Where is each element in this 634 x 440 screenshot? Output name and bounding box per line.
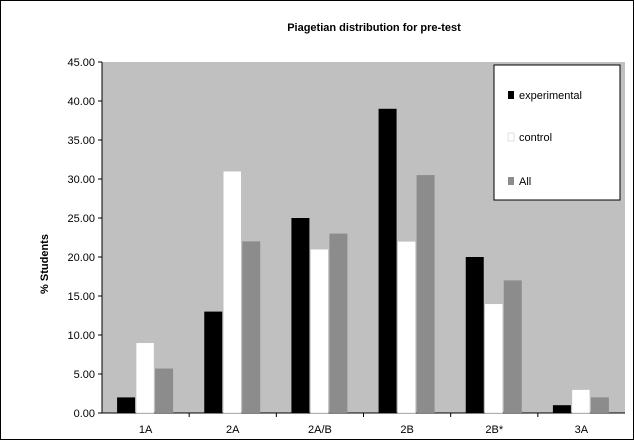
x-tick-label: 2A — [226, 424, 240, 436]
x-tick-label: 2B* — [485, 424, 503, 436]
x-tick-label: 2A/B — [308, 424, 332, 436]
bar-all-1a — [155, 368, 174, 413]
legend-swatch-control — [507, 132, 515, 142]
legend: experimental control All — [493, 64, 621, 201]
legend-box — [493, 64, 621, 201]
y-tick-label: 20.00 — [67, 252, 95, 264]
bar-all-2a — [242, 241, 261, 413]
bar-control-2a-b — [310, 248, 329, 414]
y-axis: 0.00 5.00 10.00 15.00 20.00 25.00 30.00 35.00 40… — [67, 57, 103, 420]
y-tick-label: 15.00 — [67, 291, 95, 303]
y-tick-label: 30.00 — [67, 174, 95, 186]
bar-control-2b — [484, 303, 503, 414]
bar-control-2a — [223, 170, 242, 414]
bar-all-2b — [416, 175, 435, 413]
y-tick-label: 0.00 — [74, 408, 95, 420]
y-tick-label: 5.00 — [74, 369, 95, 381]
x-tick-label: 3A — [575, 424, 589, 436]
legend-label-experimental: experimental — [519, 90, 582, 102]
y-tick-label: 45.00 — [67, 57, 95, 69]
bar-all-3a — [590, 397, 609, 413]
bar-control-1a — [135, 342, 155, 414]
bar-experimental-1a — [117, 397, 136, 413]
y-tick-label: 35.00 — [67, 135, 95, 147]
bar-all-2b — [503, 280, 522, 413]
bar-control-3a — [571, 389, 591, 414]
bar-experimental-2b — [378, 108, 397, 414]
bar-experimental-2a-b — [291, 218, 310, 413]
legend-swatch-all — [508, 177, 514, 185]
y-tick-label: 25.00 — [67, 213, 95, 225]
legend-swatch-experimental — [508, 91, 514, 99]
bar-experimental-3a — [552, 405, 571, 413]
x-tick-label: 1A — [139, 424, 153, 436]
legend-label-control: control — [519, 132, 552, 144]
y-tick-label: 40.00 — [67, 96, 95, 108]
y-tick-label: 10.00 — [67, 330, 95, 342]
bar-experimental-2b — [465, 257, 484, 413]
x-tick-label: 2B — [400, 424, 413, 436]
bar-all-2a-b — [329, 233, 348, 413]
bar-control-2b — [397, 241, 416, 414]
bar-experimental-2a — [204, 311, 223, 413]
legend-label-all: All — [519, 176, 531, 188]
chart-title: Piagetian distribution for pre-test — [287, 22, 461, 34]
y-axis-label: % Students — [39, 234, 51, 294]
x-axis: 1A 2A 2A/B 2B 2B* 3A — [102, 412, 625, 436]
bars — [117, 108, 609, 414]
